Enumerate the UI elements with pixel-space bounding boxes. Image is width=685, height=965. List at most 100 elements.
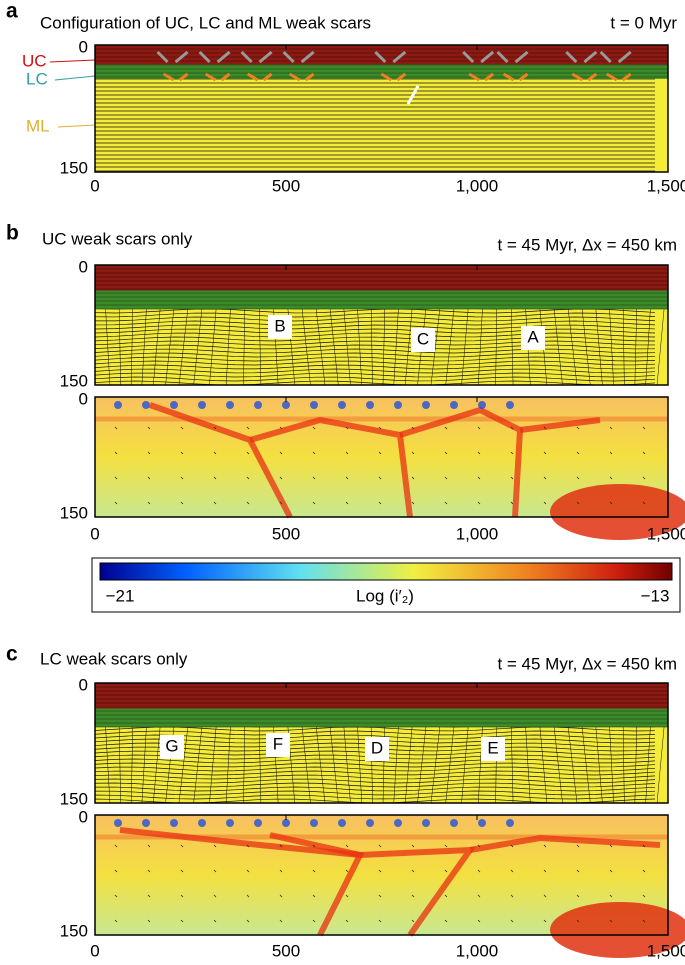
marker-line	[286, 716, 296, 804]
x-tick-label: 500	[272, 524, 300, 543]
marker-line	[393, 716, 400, 804]
velocity-arrow	[147, 426, 151, 430]
low-rate	[282, 401, 290, 409]
layer-line	[94, 324, 656, 330]
colorbar-min: −21	[106, 586, 135, 605]
marker-box	[521, 326, 545, 350]
layer-line	[94, 730, 656, 736]
velocity-arrow	[180, 869, 184, 873]
weak-scar	[462, 50, 495, 64]
marker-line	[370, 298, 373, 386]
velocity-arrow	[642, 894, 646, 898]
marker-line	[634, 716, 638, 804]
marker-box	[160, 735, 184, 759]
marker-line	[510, 298, 514, 386]
marker-line	[404, 716, 414, 804]
velocity-arrow	[609, 501, 613, 505]
marker-line	[193, 716, 204, 804]
velocity-arrow	[642, 451, 646, 455]
velocity-arrow	[114, 451, 118, 455]
marker-line	[622, 298, 625, 386]
marker-line	[552, 298, 563, 386]
y-tick-label: 150	[60, 789, 88, 808]
layer-line	[94, 790, 656, 796]
colorbar-frame	[91, 557, 681, 613]
marker-line	[328, 298, 339, 386]
marker-line	[445, 716, 456, 804]
velocity-arrow	[378, 476, 382, 480]
marker-line	[209, 716, 218, 804]
low-rate	[114, 401, 122, 409]
plot-frame	[94, 44, 669, 173]
x-tick-label: 1,500	[647, 176, 685, 195]
y-tick-label: 0	[79, 675, 88, 694]
velocity-arrow	[378, 869, 382, 873]
marker-label: E	[487, 738, 498, 757]
marker-line	[580, 298, 591, 386]
marker-line	[430, 298, 442, 386]
marker-line	[566, 298, 578, 386]
layer-line	[94, 308, 656, 314]
low-rate	[338, 401, 346, 409]
low-rate	[114, 819, 122, 827]
weak-scar	[204, 72, 231, 82]
velocity-arrow	[543, 451, 547, 455]
layer-line	[94, 372, 656, 378]
low-rate	[366, 401, 374, 409]
velocity-arrow	[642, 844, 646, 848]
velocity-arrow	[114, 919, 118, 923]
marker-line	[342, 298, 351, 386]
marker-line	[382, 298, 386, 386]
layer-line	[94, 770, 656, 776]
low-rate	[394, 401, 402, 409]
velocity-arrow	[444, 844, 448, 848]
marker-line	[594, 298, 603, 386]
low-rate	[170, 819, 178, 827]
panel-title: LC weak scars only	[40, 649, 188, 668]
velocity-arrow	[411, 426, 415, 430]
velocity-arrow	[180, 919, 184, 923]
marker-line	[243, 298, 246, 386]
layer-line	[94, 312, 656, 318]
low-rate	[394, 819, 402, 827]
x-tick-label: 1,000	[456, 176, 499, 195]
marker-line	[430, 716, 442, 804]
velocity-arrow	[246, 894, 250, 898]
marker-line	[478, 298, 484, 386]
velocity-arrow	[345, 894, 349, 898]
velocity-arrow	[477, 894, 481, 898]
velocity-arrow	[477, 844, 481, 848]
layer-line	[94, 794, 656, 800]
layer-line	[94, 782, 656, 788]
velocity-arrow	[576, 476, 580, 480]
velocity-arrow	[444, 894, 448, 898]
velocity-arrow	[312, 869, 316, 873]
velocity-arrow	[642, 476, 646, 480]
velocity-arrow	[642, 501, 646, 505]
low-rate	[366, 819, 374, 827]
velocity-arrow	[642, 869, 646, 873]
velocity-arrow	[411, 894, 415, 898]
marker-line	[622, 716, 625, 804]
marker-line	[243, 716, 246, 804]
weak-scar	[605, 72, 632, 82]
shear-zone	[519, 417, 601, 433]
x-tick-label: 0	[90, 524, 99, 543]
velocity-arrow	[609, 869, 613, 873]
panel-label: c	[6, 643, 18, 666]
velocity-arrow	[378, 501, 382, 505]
velocity-arrow	[114, 426, 118, 430]
leader	[54, 75, 96, 81]
velocity-arrow	[279, 844, 283, 848]
velocity-arrow	[444, 426, 448, 430]
marker-line	[634, 298, 638, 386]
layer-line	[94, 786, 656, 792]
marker-line	[645, 298, 652, 386]
panel-label: b	[6, 222, 19, 245]
marker-label: C	[417, 329, 429, 348]
velocity-arrow	[312, 844, 316, 848]
low-rate	[478, 401, 486, 409]
low-rate	[142, 819, 150, 827]
colorbar-max: −13	[641, 586, 670, 605]
leader	[49, 59, 96, 63]
